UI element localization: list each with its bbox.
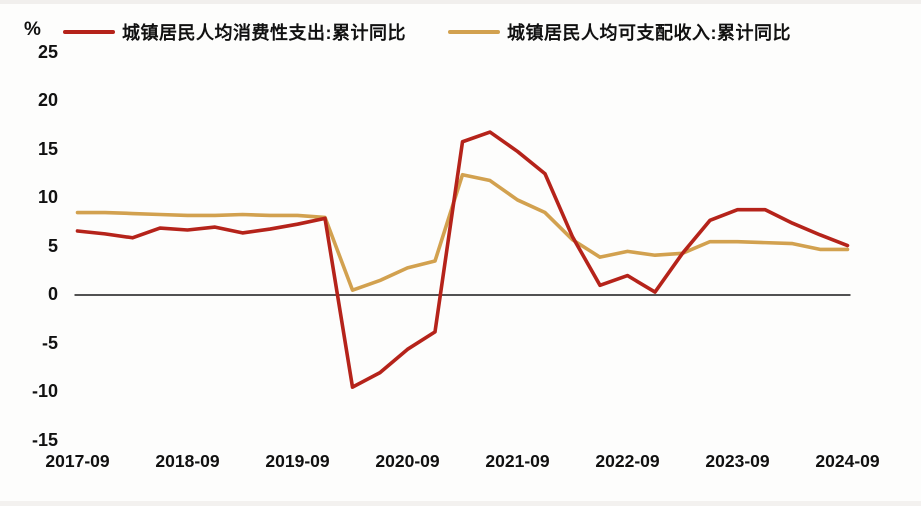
y-tick-label: -5 <box>41 332 58 353</box>
x-tick-label: 2021-09 <box>485 451 550 471</box>
x-tick-label: 2019-09 <box>265 451 330 471</box>
legend-label-consumption: 城镇居民人均消费性支出:累计同比 <box>122 23 406 43</box>
legend-swatch-income <box>448 30 500 34</box>
y-tick-label: 25 <box>37 41 58 62</box>
y-tick-label: 10 <box>37 187 58 208</box>
legend-label-income: 城镇居民人均可支配收入:累计同比 <box>507 23 791 43</box>
y-tick-label: 0 <box>47 284 58 305</box>
y-tick-label: -10 <box>31 381 58 402</box>
x-tick-label: 2023-09 <box>705 451 770 471</box>
window-top-edge <box>0 0 921 4</box>
y-tick-label: 5 <box>47 235 58 256</box>
x-tick-label: 2024-09 <box>815 451 880 471</box>
legend-swatch-consumption <box>63 30 115 34</box>
x-tick-label: 2020-09 <box>375 451 440 471</box>
x-tick-label: 2017-09 <box>45 451 110 471</box>
x-tick-label: 2018-09 <box>155 451 220 471</box>
window-bottom-edge <box>0 501 921 506</box>
y-tick-label: -15 <box>31 429 58 450</box>
x-tick-label: 2022-09 <box>595 451 660 471</box>
y-tick-label: 15 <box>37 138 58 159</box>
series-line-consumption <box>75 130 850 389</box>
legend-item-income: 城镇居民人均可支配收入:累计同比 <box>448 21 791 43</box>
series-line-income <box>75 172 850 292</box>
legend-item-consumption: 城镇居民人均消费性支出:累计同比 <box>63 21 406 43</box>
y-tick-label: 20 <box>37 90 58 111</box>
y-axis-unit-label: % <box>24 19 41 40</box>
